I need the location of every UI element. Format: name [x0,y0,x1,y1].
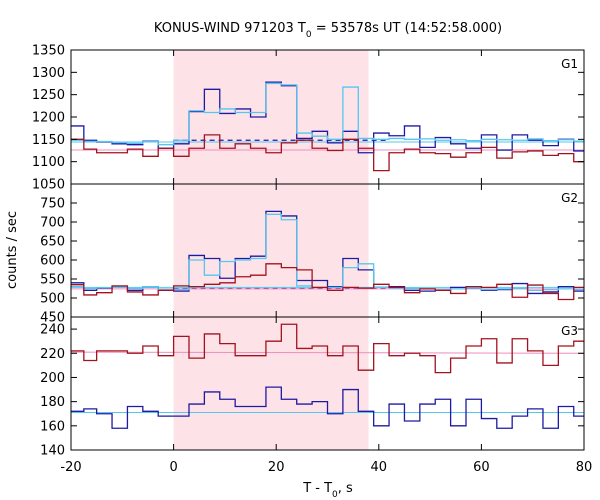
burst-interval-shade [173,50,369,450]
series-light-blue-step-line [71,213,584,292]
panel-label-g1: G1 [561,57,578,71]
x-axis-title-rest: , s [338,481,353,496]
panel-frame-g3 [70,316,585,451]
y-tick-label: 750 [40,197,65,212]
x-axis-title: T - T0, s [302,481,353,500]
y-tick-label: 180 [40,395,65,410]
series-dark-red-step-line [71,323,584,374]
y-tick-label: 160 [40,419,65,434]
panel-g2 [71,210,584,301]
y-tick-label: 1300 [32,66,65,81]
figure-title-main: KONUS-WIND 971203 T [154,21,306,36]
y-tick-label: 220 [40,347,65,362]
series-dark-red-step-line [71,134,584,172]
y-tick-label: 240 [40,323,65,338]
y-tick-label: 450 [40,311,65,326]
y-tick-label: 650 [40,235,65,250]
series-dark-red-step-line [71,263,584,301]
figure-title-rest: = 53578s UT (14:52:58.000) [312,21,502,36]
y-tick-label: 200 [40,371,65,386]
x-tick-label: 40 [371,460,388,475]
x-axis-title-subscript: 0 [332,490,338,500]
x-tick-label: 60 [473,460,490,475]
y-tick-label: 1050 [32,178,65,193]
x-tick-label: 0 [169,460,177,475]
figure-title: KONUS-WIND 971203 T0 = 53578s UT (14:52:… [154,21,502,40]
x-tick-label: -20 [60,460,81,475]
panel-label-g3: G3 [561,324,578,338]
panel-g1 [71,81,584,172]
y-tick-label: 1250 [32,88,65,103]
panel-g3 [71,323,584,429]
y-tick-label: 550 [40,273,65,288]
series-dark-blue-step-line [71,386,584,429]
plot-area: 1050 1100 1150 1200 1250 1300 1350 G1 450 500 550 6… [32,44,592,476]
panel-label-g2: G2 [561,191,578,205]
y-tick-label: 1100 [32,155,65,170]
y-tick-label: 600 [40,254,65,269]
figure-title-subscript: 0 [306,30,312,40]
series-light-blue-step-line [71,82,584,146]
x-tick-label: 80 [576,460,593,475]
y-tick-label: 1150 [32,133,65,148]
x-tick-label: 20 [268,460,285,475]
x-axis-title-main: T - T [302,481,332,496]
y-tick-label: 1350 [32,44,65,59]
y-tick-label: 700 [40,216,65,231]
y-axis-title: counts / sec [5,211,20,289]
y-tick-label: 140 [40,444,65,459]
y-tick-label: 500 [40,292,65,307]
y-tick-label: 1200 [32,111,65,126]
